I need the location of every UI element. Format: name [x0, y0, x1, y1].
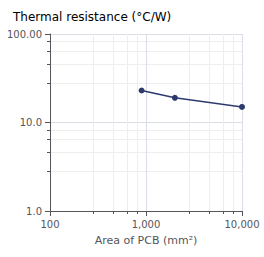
svg-text:Thermal resistance (°C/W): Thermal resistance (°C/W)	[12, 10, 171, 24]
svg-text:10.0: 10.0	[20, 117, 42, 128]
svg-text:100: 100	[40, 219, 59, 230]
svg-text:1.0: 1.0	[26, 206, 42, 217]
svg-text:1,000: 1,000	[132, 219, 161, 230]
svg-text:10,000: 10,000	[225, 219, 260, 230]
svg-text:100.00: 100.00	[7, 29, 42, 40]
svg-text:Area of PCB (mm²): Area of PCB (mm²)	[95, 234, 198, 247]
